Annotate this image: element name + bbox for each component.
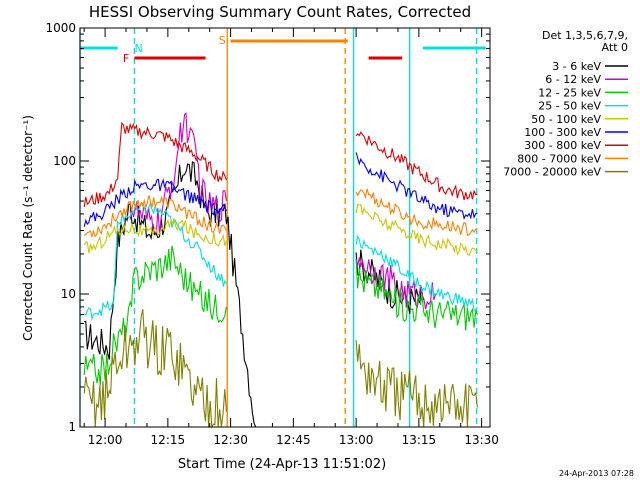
legend-label: 6 - 12 keV xyxy=(545,73,601,86)
legend-label: 3 - 6 keV xyxy=(552,60,601,73)
legend-label: 100 - 300 keV xyxy=(524,126,601,139)
axes: 12:00 12:15 12:30 12:45 13:00 13:15 13:30 1 10 10… xyxy=(45,21,498,447)
x-tick-label: 12:00 xyxy=(88,433,123,447)
footer-timestamp: 24-Apr-2013 07:28 xyxy=(559,469,634,478)
series-line-4-seg-0 xyxy=(83,218,227,254)
timeline-marker-n: N xyxy=(134,42,142,55)
x-tick-label: 13:30 xyxy=(464,433,499,447)
series-line-3-seg-0 xyxy=(83,201,227,321)
x-tick-label: 13:00 xyxy=(339,433,374,447)
legend-header-line-2: Att 0 xyxy=(602,41,628,54)
series-line-1-seg-0 xyxy=(129,112,227,235)
series-line-5-seg-0 xyxy=(83,178,227,227)
series-line-3-seg-1 xyxy=(355,234,478,311)
y-tick-label: 1000 xyxy=(45,21,76,35)
x-tick-label: 13:15 xyxy=(402,433,437,447)
series-line-8-seg-1 xyxy=(355,340,478,428)
x-tick-label: 12:45 xyxy=(276,433,311,447)
series-line-8-seg-0 xyxy=(83,308,227,429)
series-line-0-seg-1 xyxy=(355,249,424,314)
legend-label: 50 - 100 keV xyxy=(531,113,601,126)
y-tick-label: 10 xyxy=(61,287,76,301)
timeline-marker-f: F xyxy=(123,52,129,65)
series-line-6-seg-1 xyxy=(355,131,478,201)
y-tick-label: 1 xyxy=(68,420,76,434)
series-lines xyxy=(83,112,478,429)
chart-title: HESSI Observing Summary Count Rates, Cor… xyxy=(89,3,471,21)
series-line-5-seg-1 xyxy=(355,152,478,220)
x-tick-label: 12:15 xyxy=(151,433,186,447)
series-line-2-seg-1 xyxy=(355,259,478,331)
series-line-6-seg-0 xyxy=(83,121,227,208)
legend-label: 25 - 50 keV xyxy=(538,100,601,113)
y-axis-label: Corrected Count Rate (s⁻¹ detector⁻¹) xyxy=(21,115,35,341)
series-line-7-seg-0 xyxy=(84,195,227,239)
series-line-4-seg-1 xyxy=(355,203,478,257)
series-line-7-seg-1 xyxy=(355,188,478,236)
y-tick-label: 100 xyxy=(53,154,76,168)
legend-label: 7000 - 20000 keV xyxy=(503,166,601,179)
series-line-2-seg-0 xyxy=(83,245,227,385)
plot-frame xyxy=(79,27,491,428)
x-tick-label: 12:30 xyxy=(213,433,248,447)
series-line-0-seg-0 xyxy=(84,161,257,428)
legend-label: 300 - 800 keV xyxy=(524,139,601,152)
legend-header-line-1: Det 1,3,5,6,7,9, xyxy=(542,29,628,42)
legend-label: 800 - 7000 keV xyxy=(517,152,601,165)
x-axis-label: Start Time (24-Apr-13 11:51:02) xyxy=(178,457,386,472)
legend-label: 12 - 25 keV xyxy=(538,86,601,99)
timeline-marker-s: S xyxy=(219,34,226,47)
